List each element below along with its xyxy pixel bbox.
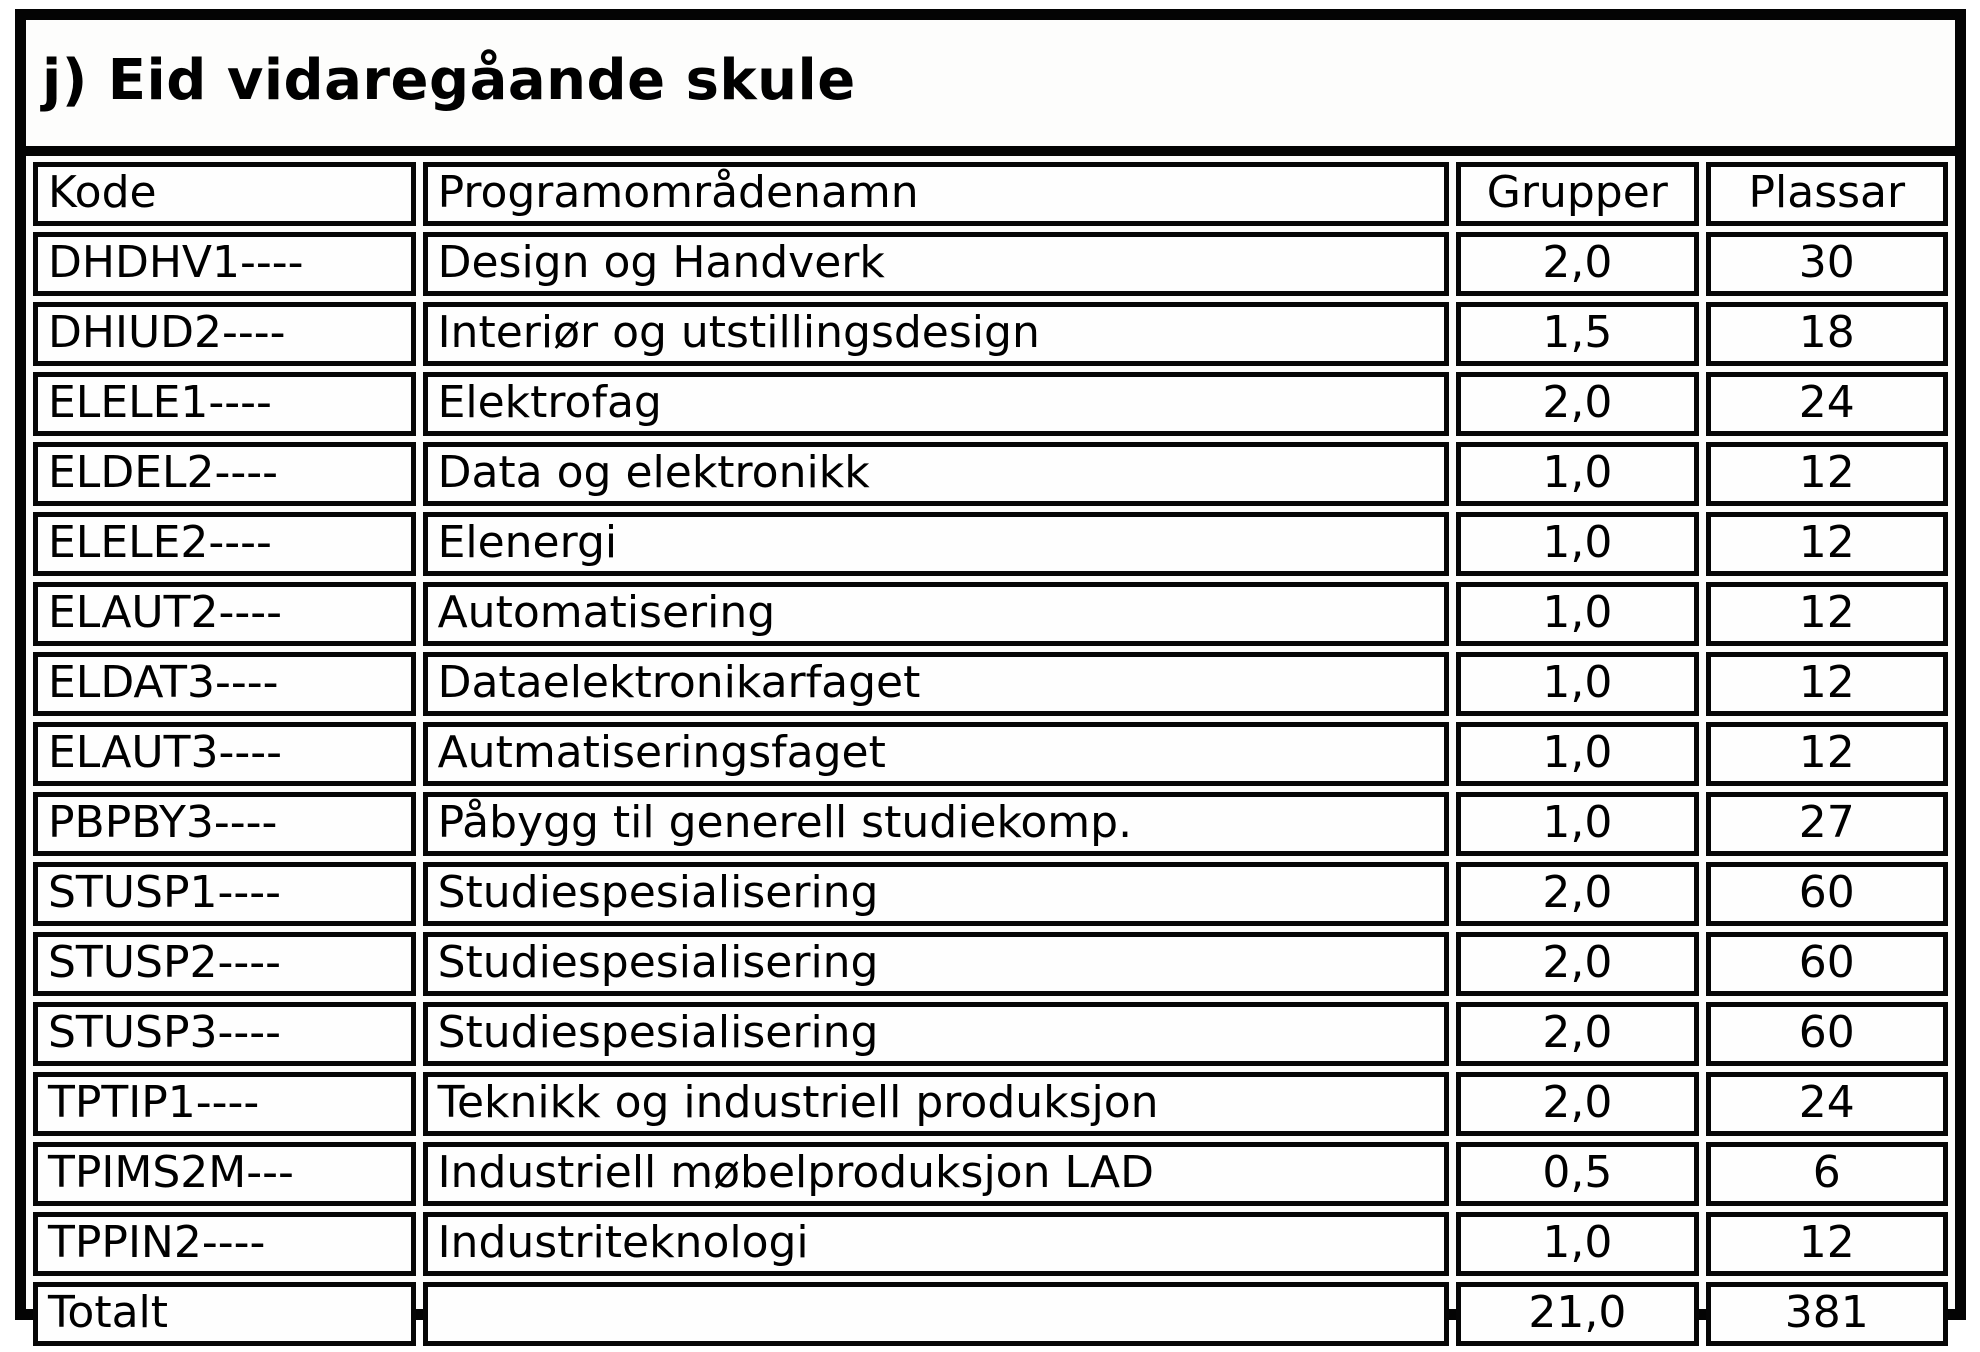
- cell-kode: TPPIN2----: [33, 1211, 416, 1276]
- cell-plassar: 12: [1705, 721, 1948, 786]
- cell-grupper: 2,0: [1456, 931, 1699, 996]
- table-body: DHDHV1---- Design og Handverk 2,0 30 DHIUD2-…: [33, 231, 1948, 1346]
- cell-plassar: 12: [1705, 511, 1948, 576]
- cell-grupper: 1,0: [1456, 1211, 1699, 1276]
- cell-namn: Studiespesialisering: [422, 861, 1450, 926]
- table-row: STUSP2---- Studiespesialisering 2,0 60: [33, 931, 1948, 996]
- cell-kode: STUSP1----: [33, 861, 416, 926]
- table-row: TPTIP1---- Teknikk og industriell produks…: [33, 1071, 1948, 1136]
- cell-kode: TPTIP1----: [33, 1071, 416, 1136]
- total-row: Totalt 21,0 381: [33, 1281, 1948, 1346]
- header-row: Kode Programområdenamn Grupper Plassar: [33, 161, 1948, 226]
- cell-namn: Data og elektronikk: [422, 441, 1450, 506]
- cell-grupper: 21,0: [1456, 1281, 1699, 1346]
- table-row: STUSP1---- Studiespesialisering 2,0 60: [33, 861, 1948, 926]
- table-row: ELELE1---- Elektrofag 2,0 24: [33, 371, 1948, 436]
- cell-namn: Elektrofag: [422, 371, 1450, 436]
- cell-grupper: 1,0: [1456, 721, 1699, 786]
- programme-table: Kode Programområdenamn Grupper Plassar D…: [26, 156, 1955, 1352]
- cell-grupper: 1,0: [1456, 441, 1699, 506]
- cell-plassar: 60: [1705, 931, 1948, 996]
- cell-kode: DHIUD2----: [33, 301, 416, 366]
- cell-kode: Totalt: [33, 1281, 416, 1346]
- cell-grupper: 2,0: [1456, 861, 1699, 926]
- cell-kode: ELELE1----: [33, 371, 416, 436]
- cell-kode: ELELE2----: [33, 511, 416, 576]
- cell-plassar: 60: [1705, 861, 1948, 926]
- cell-plassar: 30: [1705, 231, 1948, 296]
- cell-plassar: 27: [1705, 791, 1948, 856]
- cell-grupper: 2,0: [1456, 1071, 1699, 1136]
- cell-plassar: 381: [1705, 1281, 1948, 1346]
- cell-plassar: 12: [1705, 441, 1948, 506]
- cell-namn: Elenergi: [422, 511, 1450, 576]
- cell-grupper: 1,0: [1456, 581, 1699, 646]
- table-row: ELDAT3---- Dataelektronikarfaget 1,0 12: [33, 651, 1948, 716]
- cell-grupper: 2,0: [1456, 1001, 1699, 1066]
- cell-namn: Interiør og utstillingsdesign: [422, 301, 1450, 366]
- column-header-plassar: Plassar: [1705, 161, 1948, 226]
- cell-plassar: 24: [1705, 371, 1948, 436]
- table-row: TPPIN2---- Industriteknologi 1,0 12: [33, 1211, 1948, 1276]
- cell-namn: Studiespesialisering: [422, 931, 1450, 996]
- cell-grupper: 1,0: [1456, 511, 1699, 576]
- cell-grupper: 0,5: [1456, 1141, 1699, 1206]
- cell-namn: Design og Handverk: [422, 231, 1450, 296]
- cell-kode: TPIMS2M---: [33, 1141, 416, 1206]
- cell-grupper: 2,0: [1456, 371, 1699, 436]
- table-row: DHDHV1---- Design og Handverk 2,0 30: [33, 231, 1948, 296]
- cell-grupper: 1,0: [1456, 651, 1699, 716]
- cell-namn: Dataelektronikarfaget: [422, 651, 1450, 716]
- cell-grupper: 2,0: [1456, 231, 1699, 296]
- cell-kode: DHDHV1----: [33, 231, 416, 296]
- column-header-kode: Kode: [33, 161, 416, 226]
- cell-plassar: 12: [1705, 581, 1948, 646]
- cell-namn: Påbygg til generell studiekomp.: [422, 791, 1450, 856]
- cell-grupper: 1,0: [1456, 791, 1699, 856]
- cell-kode: STUSP2----: [33, 931, 416, 996]
- title-bar: j) Eid vidaregåande skule: [26, 20, 1955, 156]
- table-row: ELELE2---- Elenergi 1,0 12: [33, 511, 1948, 576]
- cell-namn: Studiespesialisering: [422, 1001, 1450, 1066]
- cell-kode: ELDAT3----: [33, 651, 416, 716]
- column-header-grupper: Grupper: [1456, 161, 1699, 226]
- table-row: PBPBY3---- Påbygg til generell studiekomp…: [33, 791, 1948, 856]
- table-row: ELDEL2---- Data og elektronikk 1,0 12: [33, 441, 1948, 506]
- cell-namn: Industriteknologi: [422, 1211, 1450, 1276]
- cell-namn: Autmatiseringsfaget: [422, 721, 1450, 786]
- cell-kode: STUSP3----: [33, 1001, 416, 1066]
- cell-plassar: 24: [1705, 1071, 1948, 1136]
- cell-kode: PBPBY3----: [33, 791, 416, 856]
- cell-namn: Automatisering: [422, 581, 1450, 646]
- cell-kode: ELAUT2----: [33, 581, 416, 646]
- cell-namn: [422, 1281, 1450, 1346]
- table-frame: j) Eid vidaregåande skule Kode Programom…: [15, 9, 1966, 1346]
- table-row: ELAUT2---- Automatisering 1,0 12: [33, 581, 1948, 646]
- cell-kode: ELAUT3----: [33, 721, 416, 786]
- cell-plassar: 18: [1705, 301, 1948, 366]
- table-row: TPIMS2M--- Industriell møbelproduksjon LA…: [33, 1141, 1948, 1206]
- cell-kode: ELDEL2----: [33, 441, 416, 506]
- cell-namn: Industriell møbelproduksjon LAD: [422, 1141, 1450, 1206]
- cell-grupper: 1,5: [1456, 301, 1699, 366]
- cell-plassar: 6: [1705, 1141, 1948, 1206]
- cell-plassar: 12: [1705, 1211, 1948, 1276]
- table-row: ELAUT3---- Autmatiseringsfaget 1,0 12: [33, 721, 1948, 786]
- table-row: STUSP3---- Studiespesialisering 2,0 60: [33, 1001, 1948, 1066]
- cell-plassar: 12: [1705, 651, 1948, 716]
- page-title: j) Eid vidaregåande skule: [42, 48, 856, 113]
- cell-namn: Teknikk og industriell produksjon: [422, 1071, 1450, 1136]
- cell-plassar: 60: [1705, 1001, 1948, 1066]
- column-header-namn: Programområdenamn: [422, 161, 1450, 226]
- table-row: DHIUD2---- Interiør og utstillingsdesign 1…: [33, 301, 1948, 366]
